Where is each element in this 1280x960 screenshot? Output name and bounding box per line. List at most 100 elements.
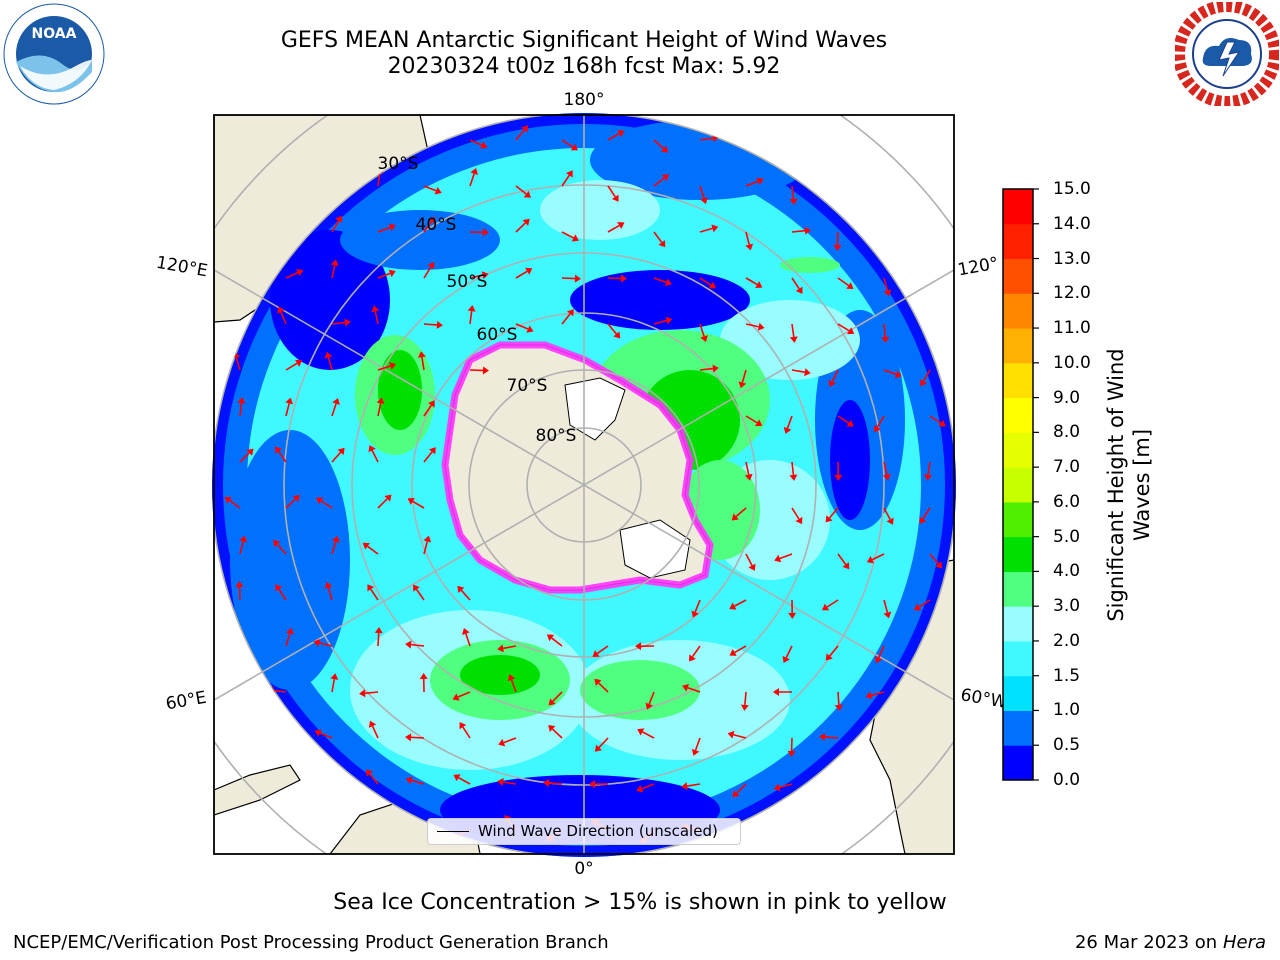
colorbar-segment (1003, 745, 1033, 781)
wave-direction-arrowhead (738, 381, 747, 389)
wave-direction-arrowhead (239, 535, 248, 543)
wave-direction-arrow (699, 323, 705, 337)
wave-direction-arrowhead (498, 738, 506, 747)
wave-direction-arrowhead (691, 748, 700, 756)
wave-direction-arrow (883, 507, 891, 520)
wave-direction-arrowhead (886, 517, 894, 525)
wave-direction-arrowhead (522, 218, 530, 226)
wave-direction-arrowhead (773, 783, 781, 792)
wave-direction-arrowhead (691, 610, 699, 618)
colorbar-segment (1003, 328, 1033, 364)
wave-direction-arrowhead (825, 653, 833, 661)
wave-direction-arrow (460, 589, 471, 601)
colorbar-tick-label: 1.5 (1053, 665, 1081, 686)
wave-direction-arrowhead (833, 244, 842, 251)
colorbar-tick-label: 13.0 (1053, 248, 1091, 269)
wave-direction-arrowhead (755, 281, 763, 289)
wave-direction-arrow (327, 357, 333, 371)
wave-direction-arrowhead (712, 364, 719, 373)
wave-direction-arrow (277, 450, 287, 463)
colorbar-tick-label: 0.0 (1053, 770, 1081, 790)
wave-direction-arrowhead (368, 720, 377, 728)
wave-direction-arrowhead (708, 281, 716, 289)
wave-direction-arrow (371, 725, 379, 739)
wave-direction-arrowhead (246, 448, 254, 456)
lon-label-120e: 120°E (155, 253, 209, 282)
wave-direction-arrowhead (611, 194, 619, 202)
wave-direction-arrow (503, 737, 517, 744)
wave-direction-arrow (423, 541, 429, 555)
wave-direction-arrow (410, 736, 425, 739)
wave-direction-arrowhead (732, 790, 740, 798)
wave-direction-arrowhead (428, 447, 436, 455)
wave-direction-arrow (423, 451, 433, 463)
wave-direction-arrow (469, 311, 473, 325)
wave-direction-arrow (410, 643, 425, 647)
wave-direction-arrowhead (526, 325, 534, 333)
wave-direction-arrowhead (920, 379, 927, 387)
wave-direction-arrow (423, 220, 433, 233)
wave-direction-arrow (918, 599, 931, 608)
wave-direction-arrowhead (368, 445, 376, 453)
wave-direction-arrowhead (376, 397, 385, 405)
wave-direction-arrow (829, 645, 839, 657)
wave-direction-arrowhead (748, 563, 756, 571)
wave-direction-arrowhead (783, 426, 792, 434)
wave-direction-arrow (791, 507, 800, 520)
colorbar-segment (1003, 571, 1033, 607)
wave-direction-arrowhead (617, 222, 625, 230)
wave-direction-arrowhead (436, 320, 443, 329)
wave-direction-arrowhead (482, 366, 489, 375)
wave-direction-arrow (687, 686, 701, 693)
wave-direction-arrow (457, 691, 471, 698)
colorbar-segment (1003, 432, 1033, 468)
wave-height-field (212, 113, 956, 857)
colorbar-segment (1003, 675, 1033, 711)
legend-line-sample (437, 831, 469, 832)
colorbar-title-line1: Significant Height of Wind (1104, 348, 1128, 622)
wave-direction-arrowhead (661, 145, 669, 153)
wave-direction-arrowhead (423, 535, 432, 543)
wave-direction-arrowhead (428, 400, 435, 408)
wave-direction-arrowhead (235, 581, 244, 588)
wave-direction-arrow (883, 461, 888, 475)
wave-direction-arrowhead (592, 650, 600, 657)
wave-direction-arrowhead (938, 419, 946, 427)
wave-direction-arrow (320, 500, 333, 509)
wave-direction-arrow (734, 645, 747, 654)
wave-direction-arrow (837, 553, 847, 565)
wave-direction-arrowhead (407, 497, 415, 505)
wave-direction-arrow (883, 323, 887, 338)
wave-direction-arrow (411, 779, 425, 785)
legend-label: Wind Wave Direction (unscaled) (478, 822, 718, 840)
wave-direction-arrowhead (275, 584, 283, 592)
wave-direction-arrowhead (295, 359, 303, 367)
nws-logo-icon (1175, 2, 1279, 106)
wave-direction-arrow (465, 633, 471, 647)
wave-direction-arrow (607, 185, 616, 198)
wave-direction-arrow (883, 369, 897, 376)
wave-direction-arrowhead (362, 542, 370, 550)
wave-direction-arrowhead (787, 750, 796, 757)
colorbar-tick-label: 11.0 (1053, 318, 1091, 339)
wave-direction-arrowhead (842, 562, 850, 570)
wave-direction-arrow (278, 588, 287, 601)
sea-ice-footnote-text: Sea Ice Concentration > 15% is shown in … (333, 890, 947, 915)
wave-direction-arrow (883, 277, 889, 291)
wave-direction-arrow (285, 362, 298, 371)
wave-direction-arrowhead (331, 535, 340, 543)
ronne-ice-shelf (619, 519, 691, 579)
wave-direction-arrow (791, 369, 805, 374)
wave-direction-arrowhead (711, 224, 719, 233)
wave-direction-arrow (377, 173, 381, 187)
wave-direction-arrowhead (548, 724, 556, 732)
wave-direction-arrow (469, 274, 483, 279)
wave-direction-arrow (653, 277, 667, 284)
wave-direction-arrow (779, 553, 793, 560)
wave-direction-arrow (929, 415, 942, 424)
wave-direction-arrowhead (617, 130, 625, 138)
wave-direction-arrow (551, 637, 563, 647)
sea-ice-rim (441, 341, 714, 594)
wave-direction-arrow (561, 231, 574, 239)
wave-direction-arrowhead (457, 585, 465, 593)
